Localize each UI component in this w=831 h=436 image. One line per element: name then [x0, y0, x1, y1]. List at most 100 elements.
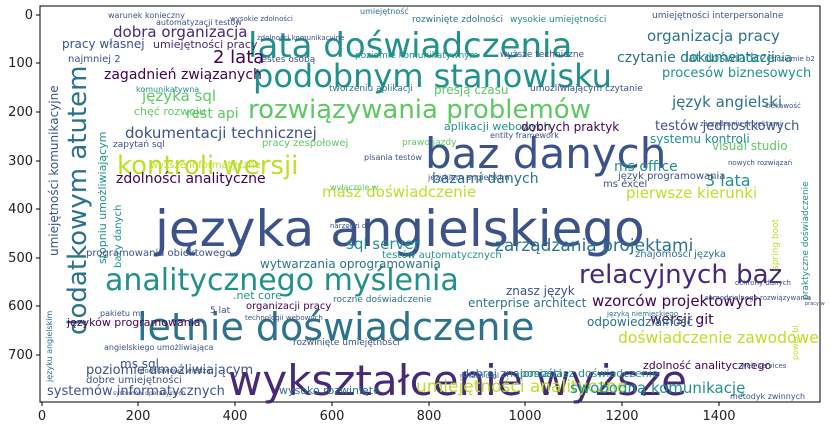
y-axis: 0 100 200 300 400 500 600 700: [8, 8, 40, 363]
cloud-word: jezykiem angielskim: [427, 173, 510, 182]
cloud-word: komunikatywna: [136, 85, 199, 94]
cloud-word: organizacji pracy: [246, 301, 331, 312]
cloud-word: wysokie zdolności: [230, 15, 293, 23]
cloud-word: sql server: [346, 235, 421, 253]
cloud-word: wysokie umiejętności: [510, 14, 606, 25]
cloud-word: język programowania: [617, 171, 725, 182]
cloud-word: odpowiedzialność: [587, 315, 693, 329]
cloud-word: doświadczenie zawodowe: [618, 329, 819, 347]
cloud-word: organizacja pracy: [647, 27, 780, 45]
cloud-word: bazami danych: [432, 171, 539, 187]
cloud-word: ochrony danych: [735, 279, 791, 287]
cloud-word: wzorców projektowych: [592, 292, 762, 310]
cloud-word: umożliwiającym czytanie: [530, 84, 643, 94]
cloud-word: wyłącznie w: [330, 183, 379, 192]
cloud-word: ciekawość: [765, 102, 801, 110]
cloud-word: języków programowania: [66, 316, 201, 329]
cloud-word: presją czasu: [434, 83, 509, 97]
cloud-word: baz danych: [425, 129, 666, 178]
x-tick-label: 800: [417, 409, 442, 424]
y-tick-label: 700: [8, 348, 33, 363]
cloud-word: podstawowa wiedza: [140, 367, 210, 375]
words-layer: języka angielskiego wykształcenie wyższe l…: [45, 6, 825, 405]
cloud-word: entity framework: [490, 131, 559, 140]
cloud-word: letnie doświadczenie: [137, 305, 534, 349]
cloud-word: angielskiego umożliwiająca: [104, 343, 213, 352]
cloud-word: posiadasz doświadczenie: [520, 367, 659, 380]
cloud-word: rest api: [186, 106, 239, 122]
cloud-word: pracy w: [805, 301, 825, 307]
cloud-word: systemów operacyjnych: [113, 390, 186, 397]
y-tick-label: 100: [8, 56, 33, 71]
cloud-word: wersji git: [650, 312, 714, 328]
cloud-word: samodzielnego rozwiązywania: [705, 294, 811, 302]
cloud-word: języka niemieckiego: [606, 310, 678, 318]
cloud-word: umiejętność: [360, 6, 409, 16]
cloud-word: pakietu ms: [100, 309, 144, 318]
cloud-word: spring boot: [771, 218, 781, 270]
cloud-word: pierwsze kierunki: [626, 184, 757, 202]
cloud-word: umiejętności analityczne: [416, 377, 627, 397]
x-tick-label: 600: [320, 409, 345, 424]
cloud-word: metodyk zwinnych: [730, 392, 805, 401]
cloud-word: programowania obiektowego: [86, 248, 232, 259]
x-tick-label: 200: [126, 409, 151, 424]
cloud-word: 2 lata: [213, 47, 264, 68]
cloud-word: wysoko rozwinięte: [279, 384, 380, 397]
cloud-word: procesów biznesowych: [662, 66, 811, 81]
y-tick-label: 400: [8, 202, 33, 217]
plot-frame: [39, 5, 821, 403]
cloud-word: podobnym stanowisku: [253, 57, 612, 95]
cloud-word: najmniej 2: [68, 54, 121, 65]
cloud-word: visual studio: [712, 139, 788, 153]
cloud-word: lata doświadczenia: [248, 26, 572, 66]
cloud-word: umiejętności komunikacyjne: [47, 85, 61, 256]
cloud-word: web services: [741, 362, 787, 370]
cloud-word: enterprise architect: [468, 296, 587, 310]
cloud-word: poziomie umożliwiającym: [86, 363, 253, 378]
cloud-word: zdolność analitycznego: [643, 359, 771, 372]
cloud-word: tworzeniu aplikacji: [329, 84, 413, 94]
cloud-word: testów jednostkowych: [655, 119, 799, 134]
cloud-word: zarządzania projektami: [495, 236, 693, 256]
cloud-word: języku angielskim: [45, 310, 54, 383]
cloud-word: chęć rozwoju: [134, 105, 206, 118]
cloud-word: znajomości języka: [635, 248, 726, 260]
cloud-word: masz doświadczenie: [322, 183, 476, 201]
cloud-word: zdolności komunikacyjne: [257, 34, 344, 42]
cloud-word: czytanie dokumentacji: [617, 50, 775, 66]
cloud-word: swobodną komunikację: [570, 379, 745, 397]
cloud-word: języka angielskiego: [154, 200, 645, 258]
cloud-word: pracy własnej: [62, 37, 145, 51]
cloud-word: ms excel: [603, 179, 647, 190]
cloud-word: rozwinięte zdolności: [412, 14, 503, 25]
cloud-word: prawo jazdy: [402, 138, 457, 148]
x-tick-label: 1000: [508, 409, 541, 424]
cloud-word: power bi: [791, 325, 800, 360]
cloud-word: narzędzi do: [330, 222, 371, 230]
cloud-word: dodatkowym atutem: [63, 66, 93, 335]
cloud-word: umiejętności pracy: [153, 38, 258, 51]
cloud-word: język angielski: [671, 93, 782, 111]
cloud-word: systemów informatycznych: [47, 384, 225, 399]
cloud-word: automatyzacji testów: [156, 17, 242, 27]
cloud-word: ms sql: [120, 357, 159, 371]
cloud-word: relacyjnych baz: [579, 260, 782, 290]
x-axis: 0 200 400 600 800 1000 1200 1400: [38, 402, 736, 424]
cloud-word: zapytań sql: [113, 140, 165, 150]
y-tick-label: 0: [25, 8, 33, 23]
cloud-word: aplikacji webowych: [444, 120, 550, 133]
cloud-word: poziomie komunikatywnym: [355, 51, 478, 61]
cloud-word: dokumentacji technicznej: [125, 124, 317, 142]
cloud-word: wyższe techniczne: [500, 50, 585, 60]
cloud-word: roczne doświadczenie: [333, 294, 432, 305]
cloud-word: systemu kontroli: [650, 132, 750, 146]
cloud-word: 3 lata: [705, 171, 751, 190]
cloud-word: warunek konieczny: [108, 11, 185, 20]
cloud-word: 5 lat: [210, 306, 231, 316]
y-tick-label: 300: [8, 154, 33, 169]
x-tick-label: 1400: [702, 409, 735, 424]
cloud-word: znasz język: [506, 284, 575, 298]
cloud-word: lat doświadczenia: [685, 51, 792, 65]
x-tick-label: 0: [38, 409, 46, 424]
